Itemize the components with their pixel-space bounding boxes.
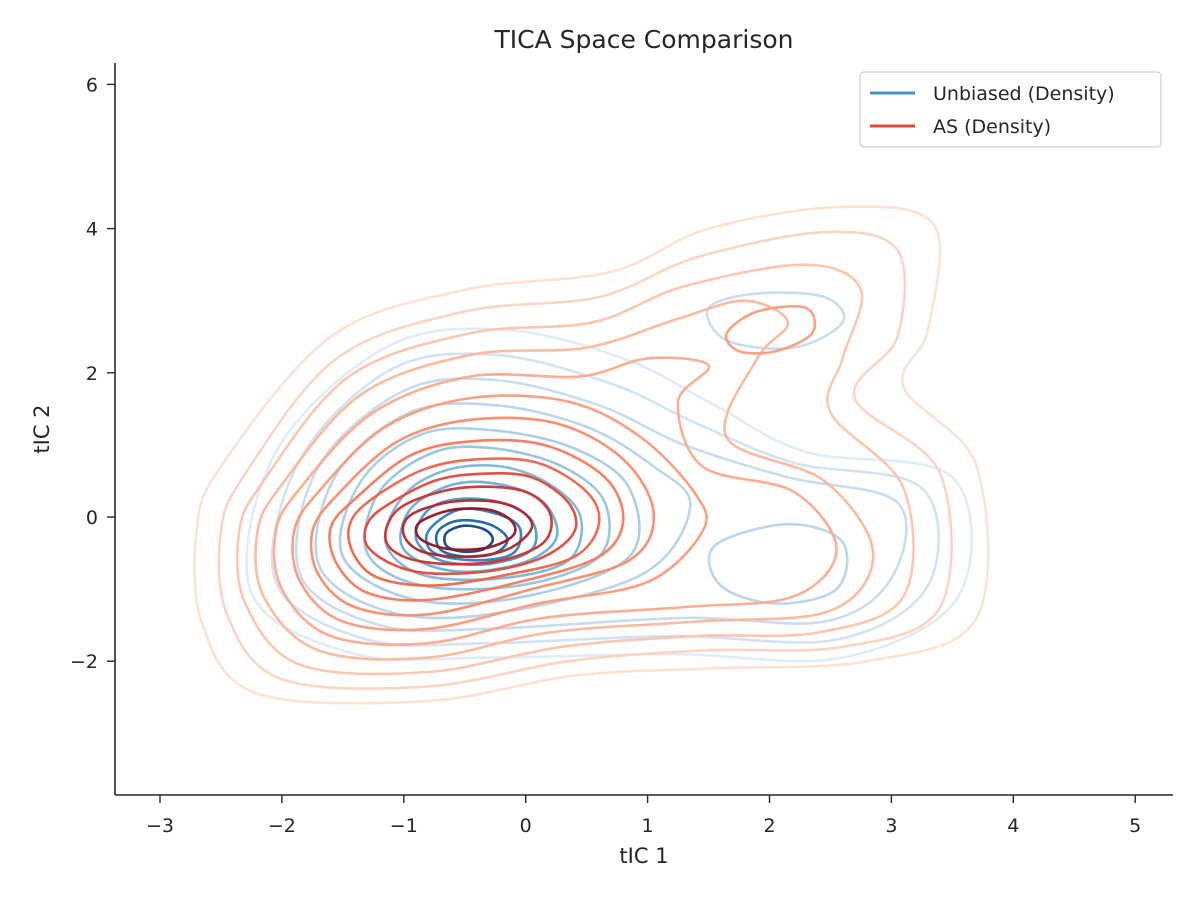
x-tick-label: 4 [1007,815,1019,837]
y-tick-label: 6 [86,74,98,96]
as-contour-line [414,507,517,552]
unbiased-contour-line [270,352,940,647]
as-contour-line [724,305,817,355]
unbiased-contour-line [338,426,641,605]
legend-label-as: AS (Density) [933,116,1051,138]
unbiased-contour-line [295,377,908,633]
y-tick-label: 4 [86,219,98,241]
y-tick-label: 2 [86,363,98,385]
x-tick-label: −1 [390,815,418,837]
y-ticks: −2 0 2 4 6 [70,74,115,673]
y-tick-label: 0 [86,507,98,529]
x-tick-label: 0 [520,815,532,837]
chart-title: TICA Space Comparison [494,25,794,54]
as-contour-line [347,457,601,587]
as-contour-line [363,472,578,576]
unbiased-contour-line [314,402,692,620]
x-tick-label: 1 [642,815,654,837]
x-tick-label: 2 [763,815,775,837]
x-tick-label: −3 [146,815,174,837]
as-contour-line [384,485,553,566]
unbiased-contour-line [245,327,974,663]
legend-box [859,71,1162,148]
y-axis-label: tIC 2 [30,404,54,453]
as-contour-line [235,263,915,676]
as-contour-line [254,299,875,661]
series-unbiased-contours [245,291,974,663]
y-tick-label: −2 [70,651,98,673]
as-contour-line [291,394,709,632]
series-as-contours [193,205,990,705]
x-axis-label: tIC 1 [619,844,668,868]
legend: Unbiased (Density) AS (Density) [859,71,1162,148]
as-contour-line [272,356,838,646]
unbiased-contour-line [363,445,611,591]
as-contour-line [193,205,990,705]
x-tick-label: 3 [885,815,897,837]
x-tick-label: 5 [1129,815,1141,837]
x-tick-label: −2 [268,815,296,837]
contour-plot-area [193,205,990,705]
unbiased-contour-line [443,524,495,554]
x-ticks: −3 −2 −1 0 1 2 3 4 5 [146,795,1141,837]
as-contour-line [309,416,656,617]
as-contour-line [328,438,625,602]
unbiased-contour-line [707,522,849,605]
legend-label-unbiased: Unbiased (Density) [933,83,1115,105]
unbiased-contour-line [424,507,523,562]
as-contour-line [401,499,534,559]
as-contour-line [217,230,953,690]
